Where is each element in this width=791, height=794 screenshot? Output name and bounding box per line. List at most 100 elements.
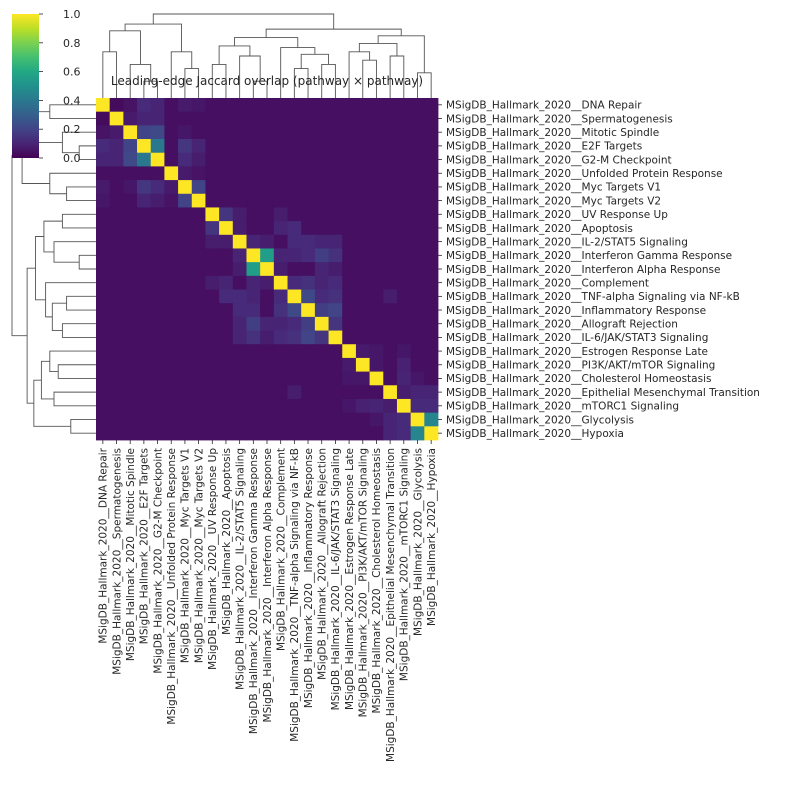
- column-label: MSigDB_Hallmark_2020__TNF-alpha Signalin…: [289, 448, 301, 742]
- heatmap-cell: [314, 193, 329, 208]
- heatmap-cell: [137, 262, 152, 277]
- heatmap-cell: [301, 275, 316, 290]
- heatmap-cell: [205, 344, 220, 359]
- heatmap-cell: [301, 193, 316, 208]
- heatmap-cell: [137, 303, 152, 318]
- heatmap-cell: [355, 398, 370, 414]
- heatmap-cell: [232, 98, 247, 113]
- column-dendrogram: [102, 13, 432, 98]
- heatmap-cell: [301, 180, 316, 195]
- heatmap-cell: [96, 426, 111, 441]
- heatmap-cell: [205, 385, 220, 400]
- heatmap-cell: [301, 234, 316, 249]
- heatmap-cell: [164, 398, 179, 414]
- heatmap-cell: [137, 357, 152, 372]
- column-label: MSigDB_Hallmark_2020__IL-6/JAK/STAT3 Sig…: [330, 448, 342, 710]
- heatmap-cell: [424, 166, 439, 181]
- heatmap-cell: [123, 412, 138, 427]
- heatmap-cell: [232, 111, 247, 126]
- heatmap-cell: [164, 316, 179, 331]
- heatmap-cell: [314, 166, 329, 181]
- heatmap-cell: [164, 385, 179, 400]
- heatmap-cell: [96, 221, 111, 236]
- heatmap-cell: [109, 207, 124, 222]
- column-label: MSigDB_Hallmark_2020__Cholesterol Homeos…: [371, 448, 383, 713]
- heatmap-cell: [191, 330, 206, 345]
- heatmap-cell: [342, 193, 357, 208]
- heatmap-cell: [96, 139, 111, 154]
- heatmap-cell: [96, 275, 111, 290]
- heatmap-cell: [396, 344, 412, 359]
- heatmap-cell: [191, 344, 206, 359]
- heatmap-cell: [383, 412, 398, 427]
- colorbar-gradient: [12, 14, 39, 158]
- heatmap-cell: [150, 166, 165, 181]
- heatmap-cell: [273, 371, 288, 386]
- dendrogram-link: [78, 254, 96, 270]
- heatmap-cell: [205, 139, 220, 154]
- heatmap-cell: [410, 207, 425, 222]
- heatmap-cell: [355, 303, 370, 318]
- heatmap-cell: [191, 125, 206, 140]
- row-label: MSigDB_Hallmark_2020__mTORC1 Signaling: [446, 401, 679, 413]
- heatmap-cell: [342, 275, 357, 290]
- heatmap-cell: [164, 289, 179, 304]
- heatmap-cell: [273, 316, 288, 331]
- heatmap-cell: [314, 303, 329, 318]
- heatmap-cell: [383, 193, 398, 208]
- heatmap-cell: [369, 193, 384, 208]
- heatmap-cell: [109, 234, 124, 249]
- heatmap-cell: [219, 152, 234, 167]
- dendrogram-link: [53, 241, 96, 263]
- heatmap-cell: [369, 180, 384, 195]
- heatmap-cell: [424, 180, 439, 195]
- heatmap-cell: [246, 371, 261, 386]
- heatmap-cell: [137, 344, 152, 359]
- heatmap-cell: [328, 426, 343, 441]
- heatmap-cell: [424, 344, 439, 359]
- heatmap-cell: [246, 166, 261, 181]
- heatmap-cell: [410, 248, 425, 263]
- heatmap-cell: [191, 289, 206, 304]
- heatmap-cell: [396, 248, 412, 263]
- heatmap-cell: [424, 385, 439, 400]
- heatmap-cell: [205, 166, 220, 181]
- heatmap-cell: [232, 221, 247, 236]
- heatmap-cell: [205, 125, 220, 140]
- heatmap-cell: [137, 98, 152, 113]
- heatmap-cell: [355, 248, 370, 263]
- heatmap-cell: [205, 221, 220, 236]
- heatmap-cell: [328, 289, 343, 304]
- row-label: MSigDB_Hallmark_2020__Mitotic Spindle: [446, 127, 659, 139]
- heatmap-cell: [396, 371, 412, 386]
- heatmap-cell: [96, 289, 111, 304]
- heatmap-cell: [314, 330, 329, 345]
- heatmap-cell: [301, 398, 316, 414]
- heatmap-cell: [246, 275, 261, 290]
- heatmap-cell: [383, 180, 398, 195]
- heatmap-cell: [191, 262, 206, 277]
- heatmap-cell: [96, 385, 111, 400]
- heatmap-grid: [96, 98, 439, 441]
- heatmap-cell: [123, 207, 138, 222]
- heatmap-cell: [260, 371, 275, 386]
- heatmap-cell: [219, 426, 234, 441]
- heatmap-cell: [232, 180, 247, 195]
- heatmap-cell: [273, 385, 288, 400]
- row-label: MSigDB_Hallmark_2020__Complement: [446, 277, 649, 289]
- heatmap-cell: [383, 125, 398, 140]
- heatmap-cell: [96, 357, 111, 372]
- column-label: MSigDB_Hallmark_2020__Epithelial Mesench…: [385, 448, 397, 762]
- heatmap-cell: [96, 234, 111, 249]
- heatmap-cell: [355, 357, 370, 372]
- heatmap-cell: [232, 344, 247, 359]
- heatmap-cell: [301, 385, 316, 400]
- heatmap-cell: [383, 152, 398, 167]
- row-label: MSigDB_Hallmark_2020__Cholesterol Homeos…: [446, 373, 711, 385]
- heatmap-cell: [150, 193, 165, 208]
- heatmap-cell: [342, 398, 357, 414]
- heatmap-cell: [219, 166, 234, 181]
- heatmap-cell: [150, 207, 165, 222]
- heatmap-cell: [205, 398, 220, 414]
- heatmap-cell: [424, 330, 439, 345]
